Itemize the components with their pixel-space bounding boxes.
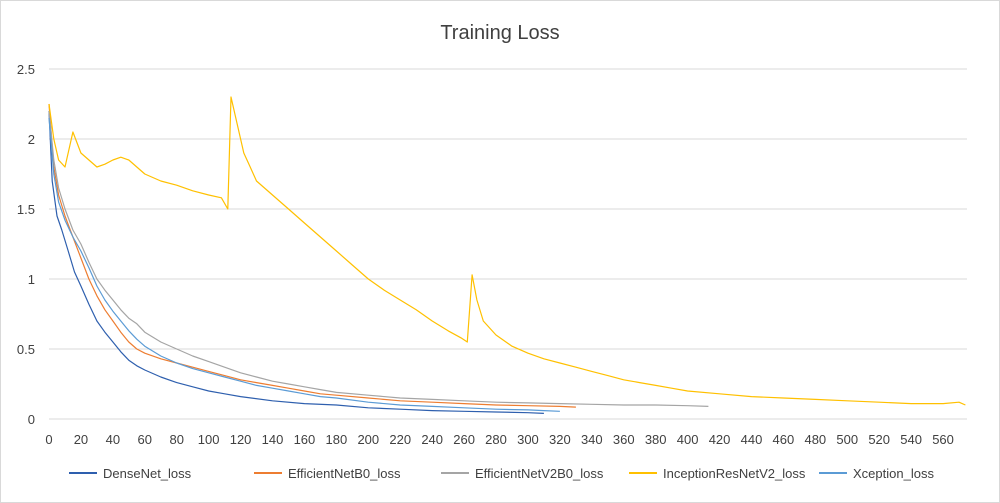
x-tick-label: 480 — [804, 432, 826, 447]
x-tick-label: 80 — [169, 432, 183, 447]
legend-label: InceptionResNetV2_loss — [663, 466, 806, 481]
series-line-inceptionresnetv2-loss — [48, 96, 966, 406]
x-tick-label: 120 — [230, 432, 252, 447]
y-tick-label: 2 — [28, 132, 35, 147]
legend-label: EfficientNetV2B0_loss — [475, 466, 604, 481]
series-line-xception-loss — [48, 117, 560, 412]
legend-label: EfficientNetB0_loss — [288, 466, 401, 481]
x-tick-label: 340 — [581, 432, 603, 447]
x-tick-label: 540 — [900, 432, 922, 447]
x-tick-label: 380 — [645, 432, 667, 447]
y-tick-label: 0.5 — [17, 342, 35, 357]
x-tick-label: 320 — [549, 432, 571, 447]
legend: DenseNet_loss EfficientNetB0_loss Efficien… — [69, 466, 934, 481]
legend-label: Xception_loss — [853, 466, 934, 481]
x-tick-label: 300 — [517, 432, 539, 447]
x-tick-label: 40 — [106, 432, 120, 447]
x-tick-label: 220 — [389, 432, 411, 447]
y-tick-label: 0 — [28, 412, 35, 427]
legend-label: DenseNet_loss — [103, 466, 192, 481]
x-tick-label: 160 — [294, 432, 316, 447]
gridlines — [49, 68, 967, 420]
x-tick-label: 0 — [45, 432, 52, 447]
x-tick-label: 400 — [677, 432, 699, 447]
x-tick-label: 420 — [709, 432, 731, 447]
x-tick-label: 180 — [326, 432, 348, 447]
x-tick-label: 140 — [262, 432, 284, 447]
series-line-densenet-loss — [48, 110, 544, 414]
series-lines — [48, 96, 966, 414]
x-tick-label: 500 — [836, 432, 858, 447]
x-tick-label: 560 — [932, 432, 954, 447]
x-tick-label: 440 — [741, 432, 763, 447]
series-line-efficientnetb0-loss — [48, 103, 576, 408]
series-line-efficientnetv2b0-loss — [48, 110, 709, 407]
x-tick-label: 20 — [74, 432, 88, 447]
x-tick-label: 280 — [485, 432, 507, 447]
chart-title: Training Loss — [440, 22, 559, 44]
x-tick-label: 200 — [357, 432, 379, 447]
x-tick-label: 460 — [773, 432, 795, 447]
y-tick-label: 1 — [28, 272, 35, 287]
x-tick-label: 260 — [453, 432, 475, 447]
x-tick-label: 360 — [613, 432, 635, 447]
y-tick-label: 1.5 — [17, 202, 35, 217]
axis-tick-labels: 0 0.5 1 1.5 2 2.5 0 20 40 60 80 100 120 140 160 180 200 2… — [17, 62, 954, 447]
x-tick-label: 520 — [868, 432, 890, 447]
y-tick-label: 2.5 — [17, 62, 35, 77]
x-tick-label: 60 — [138, 432, 152, 447]
x-tick-label: 240 — [421, 432, 443, 447]
x-tick-label: 100 — [198, 432, 220, 447]
